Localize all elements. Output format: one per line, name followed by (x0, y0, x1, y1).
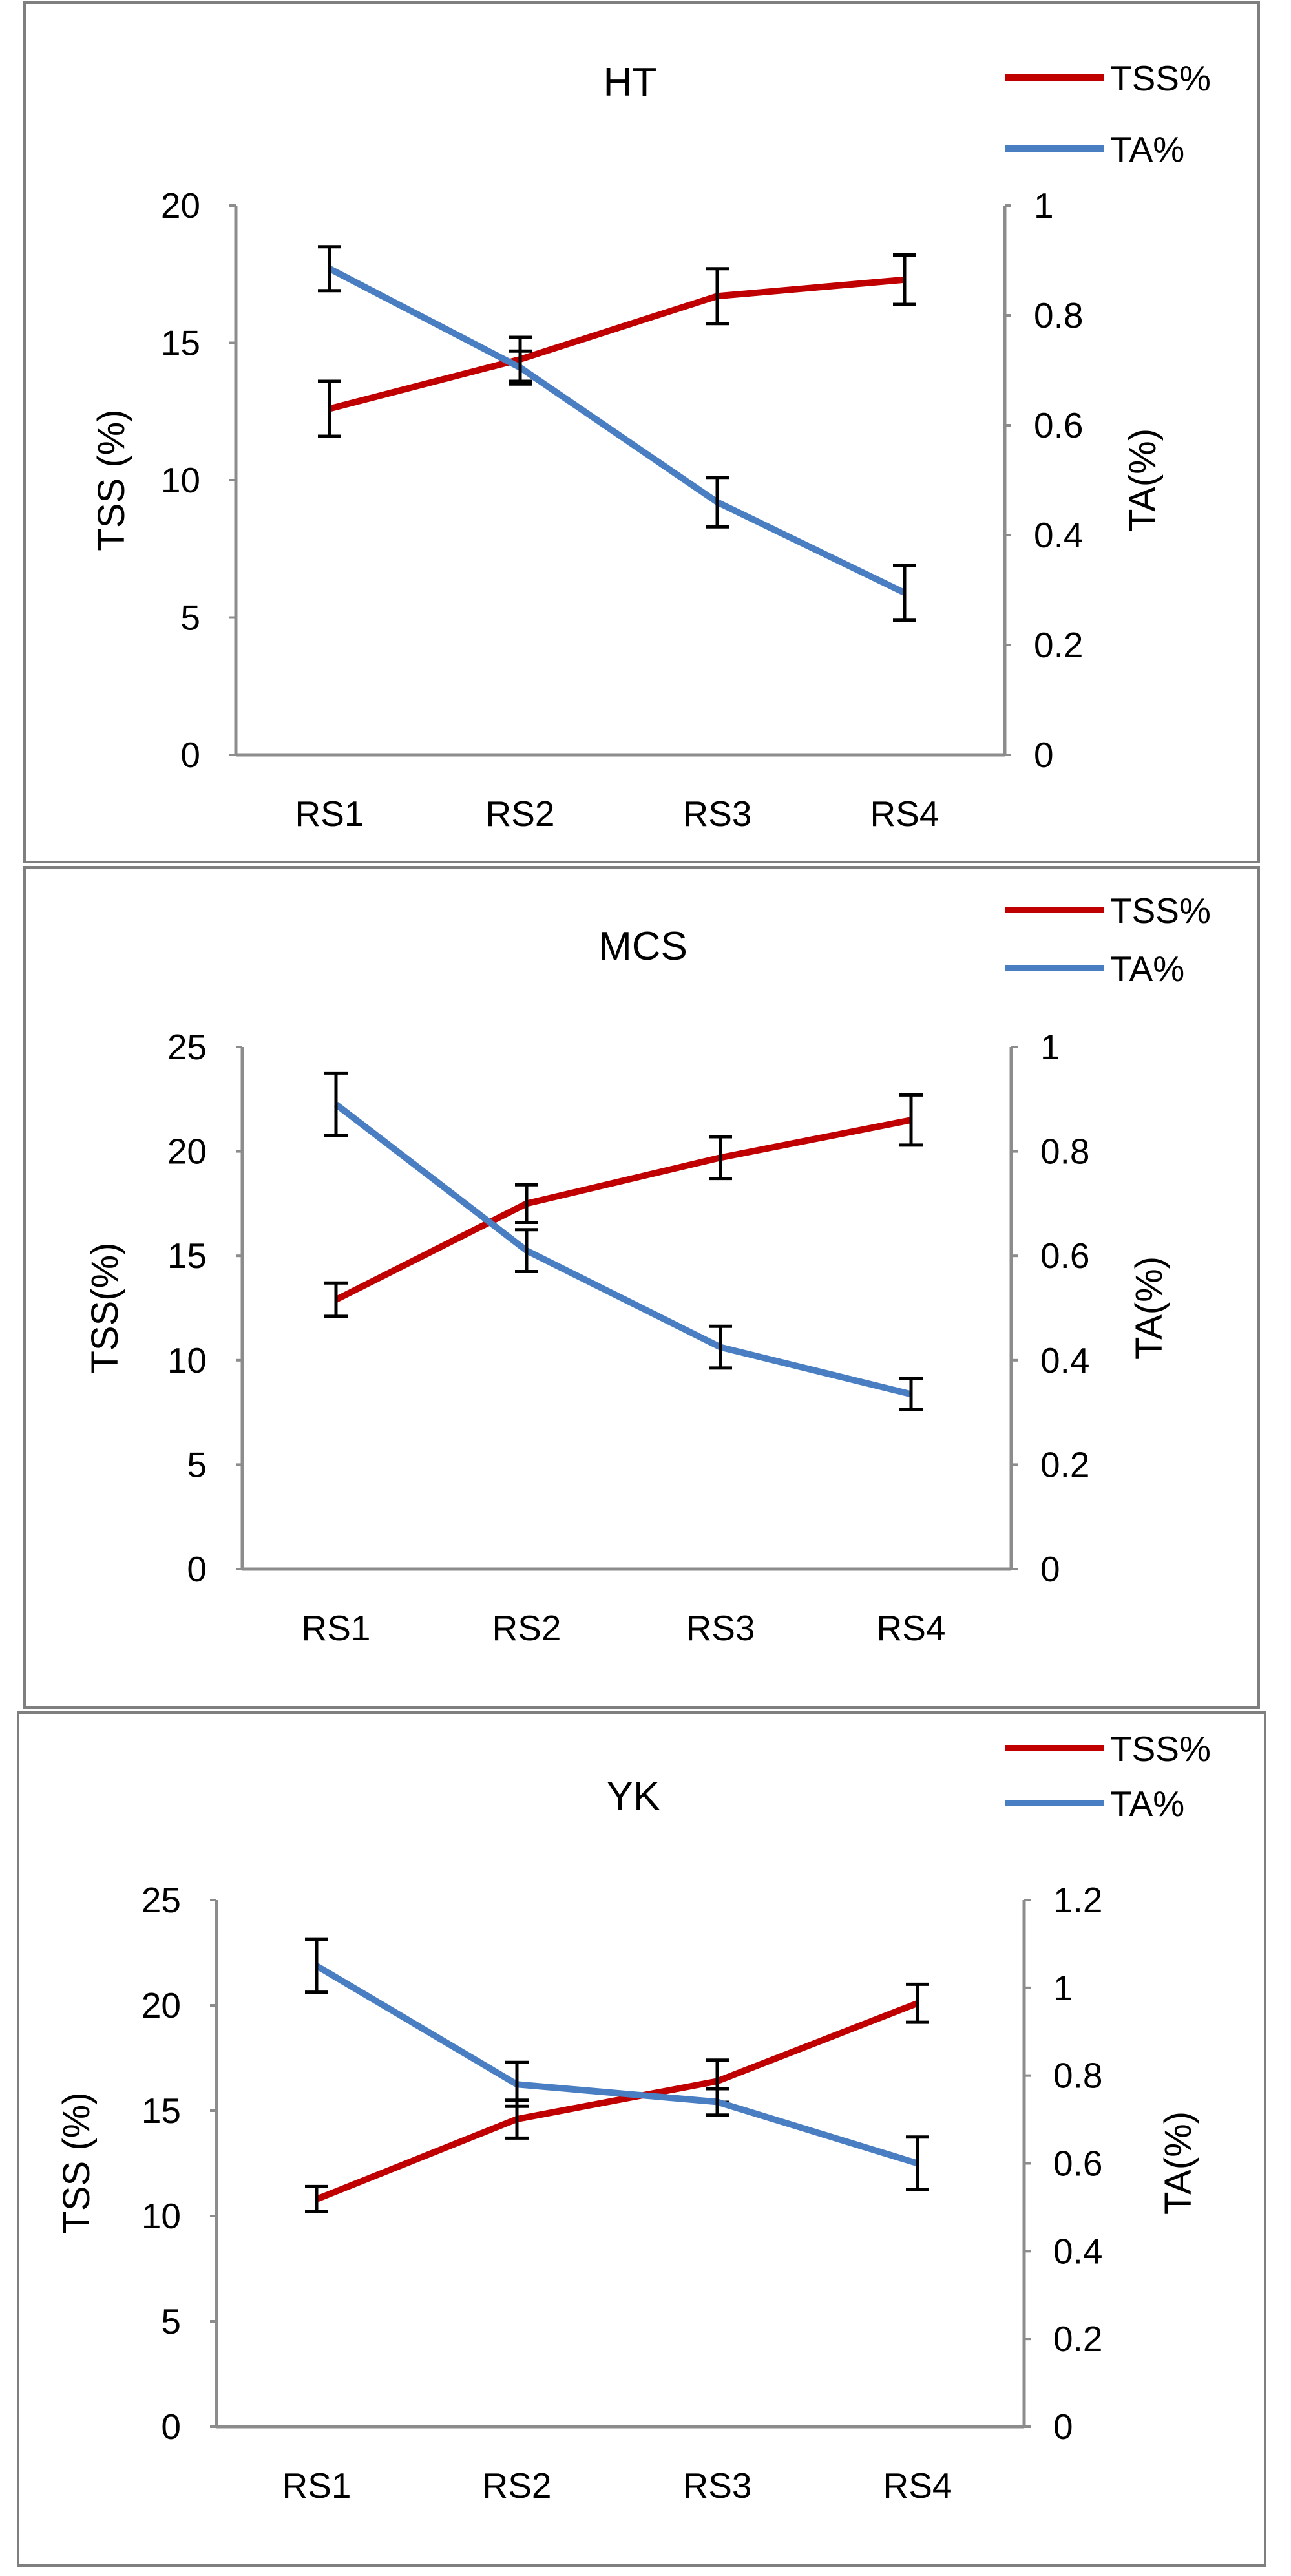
y2-tick-labels: 0 0.2 0.4 0.6 0.8 1 1.2 (1024, 1880, 1102, 2447)
y2-tick-label: 0.4 (1040, 1340, 1089, 1380)
y-tick-label: 20 (167, 1132, 207, 1172)
y2-tick-label: 0.4 (1034, 515, 1083, 555)
chart-title: HT (604, 60, 657, 105)
legend-tss-label: TSS% (1110, 1729, 1211, 1769)
tss-series-line (328, 276, 905, 412)
y-tick-label: 0 (187, 1549, 207, 1589)
x-tick-label: RS2 (483, 2465, 552, 2506)
x-tick-label: RS2 (492, 1608, 562, 1648)
y2-tick-label: 0.2 (1034, 625, 1083, 665)
chart-title: YK (607, 1774, 660, 1819)
ta-series-line (315, 1963, 919, 2167)
y-tick-label: 15 (161, 323, 200, 363)
x-tick-label: RS4 (870, 794, 939, 834)
y2-tick-label: 0.4 (1053, 2231, 1102, 2271)
y2-tick-label: 1 (1053, 1968, 1073, 2008)
y2-tick-label: 1 (1034, 185, 1054, 226)
x-tick-labels: RS1 RS2 RS3 RS4 (282, 2465, 952, 2506)
y2-tick-label: 0.8 (1040, 1132, 1089, 1172)
x-tick-label: RS4 (883, 2465, 952, 2506)
x-tick-label: RS3 (683, 794, 752, 834)
panel-frame (23, 1, 1260, 863)
y2-tick-label: 0 (1053, 2407, 1073, 2447)
y2-tick-labels: 0 0.2 0.4 0.6 0.8 1 (1011, 1027, 1089, 1589)
y-tick-labels: 0 5 10 15 20 (161, 185, 236, 775)
y2-tick-label: 0.6 (1034, 405, 1083, 445)
x-tick-label: RS3 (686, 1608, 755, 1648)
panel-frame (23, 866, 1260, 1709)
y-tick-label: 20 (161, 185, 200, 226)
legend-tss-label: TSS% (1110, 891, 1211, 931)
y-tick-label: 5 (161, 2301, 181, 2341)
y-tick-labels: 0 5 10 15 20 25 (167, 1027, 242, 1589)
y2-tick-label: 0 (1040, 1549, 1060, 1589)
y2-axis-label: TA(%) (1128, 1256, 1170, 1360)
y-tick-label: 10 (161, 460, 200, 500)
y-tick-label: 25 (167, 1027, 207, 1067)
y2-tick-label: 1 (1040, 1027, 1060, 1067)
y2-tick-label: 0.2 (1053, 2319, 1102, 2359)
tss-series-line (315, 2000, 919, 2202)
x-tick-label: RS1 (302, 1608, 371, 1648)
x-tick-labels: RS1 RS2 RS3 RS4 (302, 1608, 946, 1648)
y2-axis-label: TA(%) (1157, 2111, 1199, 2215)
ta-data-point (316, 1965, 317, 1967)
y2-tick-label: 0.8 (1053, 2056, 1102, 2096)
y-axis-label: TSS (%) (56, 2092, 98, 2233)
y-tick-label: 10 (167, 1340, 207, 1380)
tss-data-point (316, 2199, 317, 2200)
series-layer (324, 1071, 923, 1412)
tss-data-point (516, 2118, 518, 2120)
y-tick-label: 5 (187, 1444, 207, 1484)
y-tick-labels: 0 5 10 15 20 25 (142, 1880, 216, 2447)
ta-series-line (328, 266, 907, 596)
legend-ta-label: TA% (1110, 949, 1184, 989)
legend-tss-label: TSS% (1110, 58, 1211, 98)
ta-series-line (333, 1101, 912, 1398)
tss-series-line (334, 1117, 912, 1303)
ta-data-point (717, 2101, 718, 2102)
tss-data-point (917, 2003, 918, 2004)
y2-tick-label: 1.2 (1053, 1880, 1102, 1920)
y2-tick-label: 0.6 (1053, 2144, 1102, 2184)
y-tick-label: 0 (180, 735, 200, 775)
y2-tick-label: 0.8 (1034, 295, 1083, 335)
x-tick-label: RS4 (877, 1608, 946, 1648)
y-tick-label: 25 (142, 1880, 181, 1920)
y-axis-label: TSS (%) (90, 409, 132, 551)
ta-data-point (516, 2084, 518, 2085)
y-tick-label: 5 (180, 598, 200, 638)
legend-ta-label: TA% (1110, 1784, 1184, 1824)
x-tick-label: RS1 (282, 2465, 352, 2506)
x-tick-label: RS1 (295, 794, 364, 834)
y-tick-label: 10 (142, 2196, 181, 2236)
y2-axis-label: TA(%) (1122, 428, 1164, 532)
y-tick-label: 0 (161, 2407, 181, 2447)
y2-tick-label: 0.6 (1040, 1236, 1089, 1276)
x-tick-label: RS2 (486, 794, 555, 834)
y2-tick-label: 0 (1034, 735, 1054, 775)
y-tick-label: 15 (142, 2091, 181, 2131)
x-tick-label: RS3 (683, 2465, 752, 2506)
ta-data-point (917, 2163, 918, 2164)
series-layer (305, 1937, 929, 2213)
legend-ta-label: TA% (1110, 129, 1184, 169)
y-tick-label: 20 (142, 1985, 181, 2025)
chart-title: MCS (598, 924, 687, 969)
y2-tick-label: 0.2 (1040, 1444, 1089, 1484)
y2-tick-labels: 0 0.2 0.4 0.6 0.8 1 (1005, 185, 1083, 775)
y-tick-label: 15 (167, 1236, 207, 1276)
panel-frame (17, 1711, 1266, 2567)
y-axis-label: TSS(%) (84, 1243, 126, 1374)
series-layer (318, 245, 916, 622)
tss-data-point (717, 2080, 718, 2082)
x-tick-labels: RS1 RS2 RS3 RS4 (295, 794, 939, 834)
